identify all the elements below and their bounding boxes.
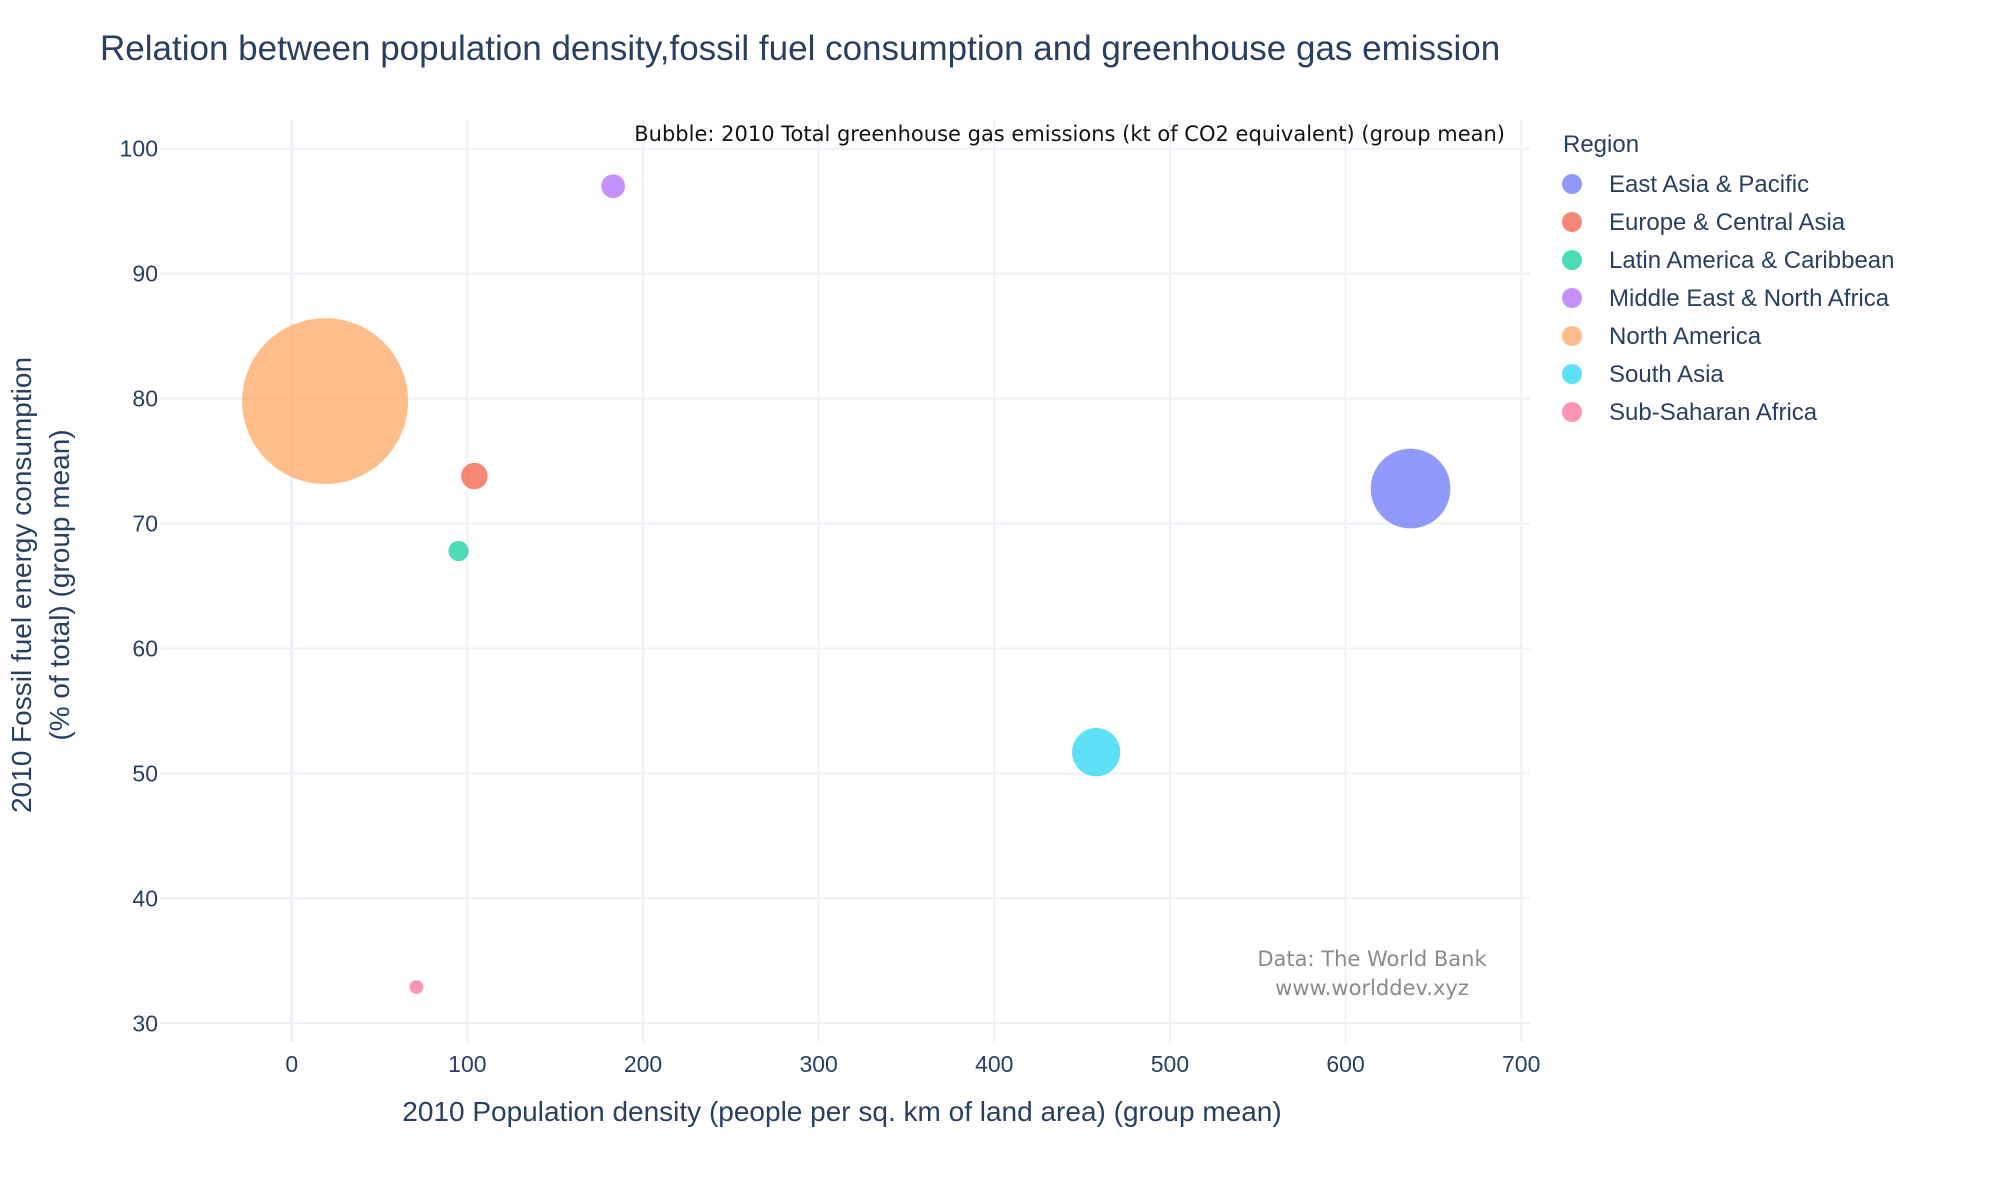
bubbles: North America East Asia & Pacific South As… xyxy=(242,174,1451,994)
legend-marker-icon xyxy=(1562,288,1582,308)
x-tick-label: 300 xyxy=(799,1051,837,1077)
grid-lines xyxy=(160,120,1530,1042)
chart-title: Relation between population density,foss… xyxy=(100,29,1500,68)
tick-labels: 0 100 200 300 400 500 600 700 30 40 50 60 70 80 90 100 xyxy=(120,136,1541,1077)
x-tick-label: 500 xyxy=(1151,1051,1189,1077)
legend-marker-icon xyxy=(1562,402,1582,422)
y-tick-label: 80 xyxy=(132,386,158,412)
legend[interactable]: East Asia & Pacific Europe & Central Asia… xyxy=(1562,171,1895,426)
legend-label: Latin America & Caribbean xyxy=(1609,247,1895,274)
legend-marker-icon xyxy=(1562,250,1582,270)
legend-marker-icon xyxy=(1562,364,1582,384)
legend-marker-icon xyxy=(1562,212,1582,232)
bubble-point[interactable]: North America xyxy=(242,318,409,485)
y-tick-label: 70 xyxy=(132,511,158,537)
x-axis-title: 2010 Population density (people per sq. … xyxy=(402,1096,1281,1127)
x-tick-label: 600 xyxy=(1326,1051,1364,1077)
bubble-point[interactable]: Europe & Central Asia xyxy=(461,462,488,490)
legend-label: South Asia xyxy=(1609,361,1724,388)
x-tick-label: 0 xyxy=(285,1051,298,1077)
y-axis-title: 2010 Fossil fuel energy consumption (% o… xyxy=(6,357,75,813)
y-tick-label: 100 xyxy=(120,136,158,162)
legend-marker-icon xyxy=(1562,174,1582,194)
y-axis-title-line-1: 2010 Fossil fuel energy consumption xyxy=(6,357,37,813)
legend-item[interactable]: East Asia & Pacific xyxy=(1562,171,1809,198)
legend-item[interactable]: Middle East & North Africa xyxy=(1562,285,1890,312)
bubble-point[interactable]: Sub-Saharan Africa xyxy=(409,980,424,994)
legend-label: East Asia & Pacific xyxy=(1609,171,1809,198)
legend-label: Sub-Saharan Africa xyxy=(1609,399,1818,426)
bubble-point[interactable]: East Asia & Pacific xyxy=(1370,448,1451,529)
source-note-line-1: Data: The World Bank xyxy=(1257,947,1487,971)
y-tick-label: 40 xyxy=(132,885,158,911)
x-tick-label: 100 xyxy=(448,1051,486,1077)
legend-label: Middle East & North Africa xyxy=(1609,285,1890,312)
y-tick-label: 50 xyxy=(132,760,158,786)
bubble-point[interactable]: South Asia xyxy=(1072,728,1121,777)
y-axis-title-line-2: (% of total) (group mean) xyxy=(44,429,75,740)
x-tick-label: 400 xyxy=(975,1051,1013,1077)
legend-item[interactable]: South Asia xyxy=(1562,361,1724,388)
legend-marker-icon xyxy=(1562,326,1582,346)
x-tick-label: 200 xyxy=(624,1051,662,1077)
legend-title: Region xyxy=(1563,131,1639,158)
legend-item[interactable]: North America xyxy=(1562,323,1762,350)
bubble-point[interactable]: Latin America & Caribbean xyxy=(448,540,469,562)
source-note-line-2: www.worlddev.xyz xyxy=(1275,976,1469,1000)
legend-label: North America xyxy=(1609,323,1762,350)
y-tick-label: 60 xyxy=(132,635,158,661)
y-tick-label: 30 xyxy=(132,1010,158,1036)
legend-item[interactable]: Sub-Saharan Africa xyxy=(1562,399,1818,426)
bubble-size-note: Bubble: 2010 Total greenhouse gas emissi… xyxy=(634,122,1505,146)
x-tick-label: 700 xyxy=(1502,1051,1540,1077)
y-tick-label: 90 xyxy=(132,261,158,287)
legend-label: Europe & Central Asia xyxy=(1609,209,1846,236)
legend-item[interactable]: Europe & Central Asia xyxy=(1562,209,1846,236)
bubble-point[interactable]: Middle East & North Africa xyxy=(601,174,626,199)
legend-item[interactable]: Latin America & Caribbean xyxy=(1562,247,1895,274)
